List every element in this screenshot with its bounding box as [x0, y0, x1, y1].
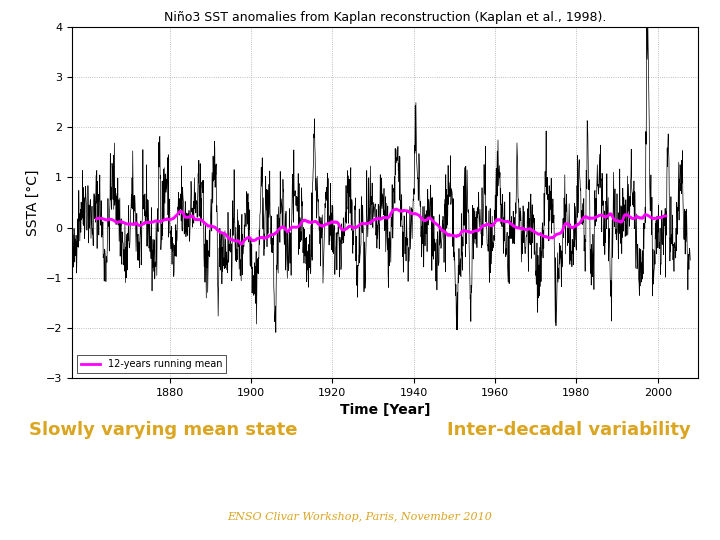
Legend: 12-years running mean: 12-years running mean	[77, 355, 226, 373]
12-years running mean	[353, 224, 361, 230]
X-axis label: Time [Year]: Time [Year]	[340, 403, 431, 417]
Text: Slowly varying mean state: Slowly varying mean state	[29, 421, 297, 439]
Line: 12-years running mean: 12-years running mean	[96, 209, 666, 244]
Title: Niño3 SST anomalies from Kaplan reconstruction (Kaplan et al., 1998).: Niño3 SST anomalies from Kaplan reconstr…	[164, 11, 606, 24]
12-years running mean	[417, 214, 426, 221]
12-years running mean	[227, 236, 235, 242]
Text: ENSO Clivar Workshop, Paris, November 2010: ENSO Clivar Workshop, Paris, November 20…	[228, 512, 492, 522]
12-years running mean	[580, 214, 588, 221]
Text: ⇒: ⇒	[343, 411, 377, 449]
Y-axis label: SSTA [°C]: SSTA [°C]	[26, 169, 40, 236]
Text: Inter-decadal variability: Inter-decadal variability	[447, 421, 691, 439]
